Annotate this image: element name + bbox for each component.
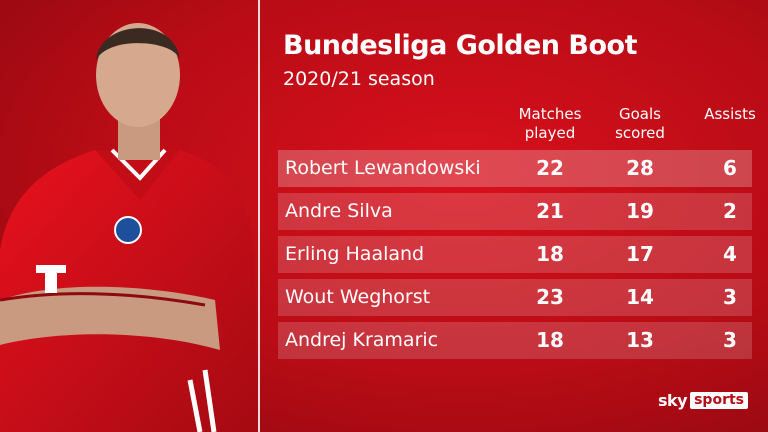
logo-product: sports [690, 392, 748, 409]
divider [258, 0, 260, 432]
stat-value: 6 [723, 156, 737, 180]
title: Bundesliga Golden Boot [283, 30, 638, 61]
column-header: Matches played [518, 105, 582, 142]
logo-brand: sky [658, 391, 688, 410]
stat-value: 21 [536, 199, 564, 223]
stat-value: 13 [626, 328, 654, 352]
table-row: Andre Silva 21 19 2 [278, 193, 752, 230]
stat-value: 23 [536, 285, 564, 309]
stat-value: 4 [723, 242, 737, 266]
player-name: Robert Lewandowski [285, 157, 481, 179]
subtitle: 2020/21 season [283, 68, 435, 90]
table-row: Wout Weghorst 23 14 3 [278, 279, 752, 316]
stat-value: 17 [626, 242, 654, 266]
stat-value: 28 [626, 156, 654, 180]
stat-value: 18 [536, 328, 564, 352]
stat-value: 22 [536, 156, 564, 180]
stat-value: 14 [626, 285, 654, 309]
table-row: Andrej Kramaric 18 13 3 [278, 322, 752, 359]
player-photo [0, 23, 258, 432]
player-name: Andre Silva [285, 200, 393, 222]
table-row: Erling Haaland 18 17 4 [278, 236, 752, 273]
player-name: Andrej Kramaric [285, 329, 439, 351]
stat-value: 3 [723, 328, 737, 352]
stat-value: 19 [626, 199, 654, 223]
stat-value: 2 [723, 199, 737, 223]
table-row: Robert Lewandowski 22 28 6 [278, 150, 752, 187]
column-header: Assists [704, 105, 756, 123]
logo: sky sports [658, 391, 748, 410]
column-header: Goals scored [615, 105, 665, 142]
stat-value: 3 [723, 285, 737, 309]
player-name: Wout Weghorst [285, 286, 431, 308]
stat-value: 18 [536, 242, 564, 266]
player-name: Erling Haaland [285, 243, 425, 265]
